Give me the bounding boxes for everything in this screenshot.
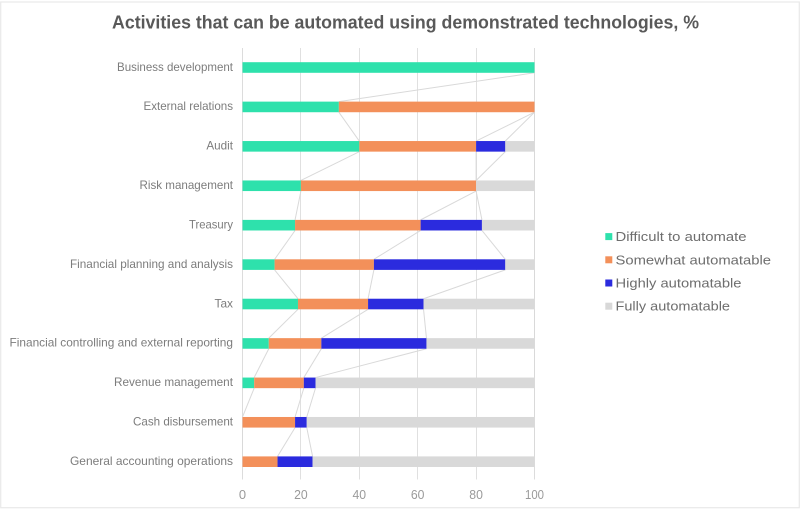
svg-text:Revenue management: Revenue management xyxy=(114,375,234,389)
svg-text:Financial controlling and exte: Financial controlling and external repor… xyxy=(10,336,234,350)
svg-text:Audit: Audit xyxy=(206,139,233,153)
svg-text:100: 100 xyxy=(525,487,544,502)
svg-text:Fully automatable: Fully automatable xyxy=(616,300,731,314)
svg-text:General accounting operations: General accounting operations xyxy=(70,454,233,468)
svg-text:Activities that can be automat: Activities that can be automated using d… xyxy=(112,12,699,33)
svg-text:Tax: Tax xyxy=(215,296,234,310)
svg-text:40: 40 xyxy=(353,487,367,502)
svg-text:Cash disbursement: Cash disbursement xyxy=(133,415,234,429)
svg-text:0: 0 xyxy=(239,487,246,502)
svg-text:80: 80 xyxy=(469,487,483,502)
svg-text:20: 20 xyxy=(294,487,308,502)
svg-text:Business development: Business development xyxy=(117,60,234,74)
svg-text:Financial planning and analysi: Financial planning and analysis xyxy=(70,257,233,271)
svg-text:Highly automatable: Highly automatable xyxy=(616,277,742,291)
svg-text:60: 60 xyxy=(411,487,425,502)
svg-text:Treasury: Treasury xyxy=(189,217,233,231)
svg-text:Somewhat automatable: Somewhat automatable xyxy=(616,253,772,267)
svg-text:Difficult to automate: Difficult to automate xyxy=(616,230,747,244)
svg-text:External relations: External relations xyxy=(144,99,234,113)
svg-text:Risk management: Risk management xyxy=(140,178,234,192)
